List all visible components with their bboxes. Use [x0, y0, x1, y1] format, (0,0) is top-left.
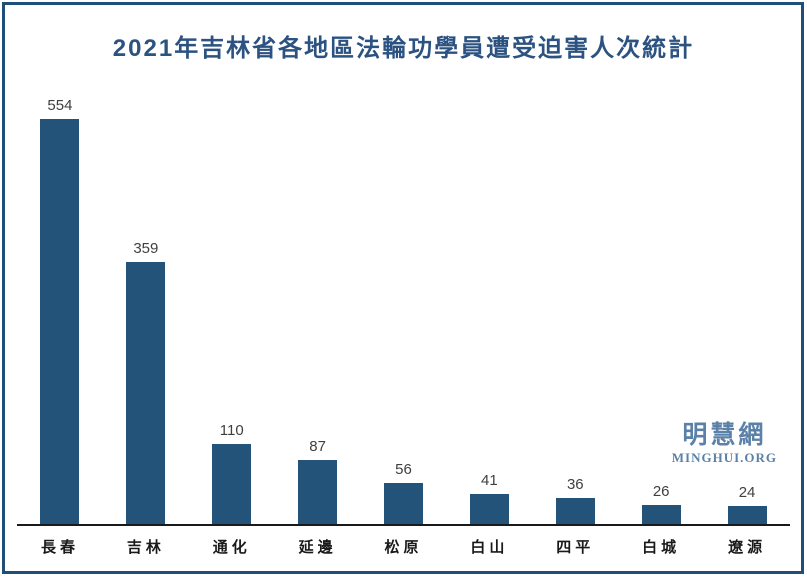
category-label: 通化: [212, 539, 251, 556]
bar-value-label: 24: [738, 484, 756, 501]
category-label: 延邊: [298, 539, 337, 556]
bar: [212, 444, 252, 524]
bar-value-label: 56: [395, 461, 412, 478]
bar-group: 110: [189, 423, 275, 524]
category-label: 長春: [40, 539, 79, 556]
category-label: 白山: [470, 539, 509, 556]
bar: [727, 506, 767, 524]
bar-value-label: 41: [481, 472, 498, 489]
category-label: 松原: [384, 539, 423, 556]
bar: [555, 498, 595, 524]
bar-value-label: 87: [309, 438, 326, 455]
chart-title: 2021年吉林省各地區法輪功學員遭受迫害人次統計: [112, 35, 695, 62]
bar-group: 41: [446, 473, 532, 524]
bar-value-label: 110: [219, 422, 244, 439]
bar-group: 359: [103, 241, 189, 524]
bar: [40, 119, 80, 524]
category-label: 吉林: [126, 539, 165, 556]
bar-value-label: 359: [133, 240, 159, 257]
minghui-logo-cjk: 明慧網: [682, 421, 767, 449]
bar: [469, 494, 509, 524]
bar: [126, 262, 166, 524]
bar-group: 36: [532, 477, 618, 524]
bar: [384, 483, 423, 524]
category-label: 白城: [642, 539, 681, 556]
bar: [298, 460, 338, 524]
bar-value-label: 26: [652, 483, 670, 500]
bar-group: 554: [17, 98, 103, 524]
plot-area: 554 359 110 87 56 41 36 26 24: [17, 0, 790, 524]
minghui-logo-latin: MINGHUI.ORG: [671, 450, 777, 465]
bar-value-label: 554: [47, 97, 73, 114]
category-label: 四平: [556, 539, 595, 556]
bar: [641, 505, 681, 524]
minghui-logo: 明慧網 MINGHUI.ORG: [671, 421, 777, 465]
category-label: 遼源: [728, 539, 767, 556]
x-axis-line: [17, 524, 790, 526]
bar-group: 26: [618, 484, 704, 524]
bar-group: 87: [275, 439, 361, 524]
bar-group: 56: [361, 462, 447, 524]
bar-value-label: 36: [566, 476, 584, 493]
category-axis: 長春 吉林 通化 延邊 松原 白山 四平 白城 遼源: [17, 536, 790, 557]
bar-group: 24: [704, 485, 790, 524]
